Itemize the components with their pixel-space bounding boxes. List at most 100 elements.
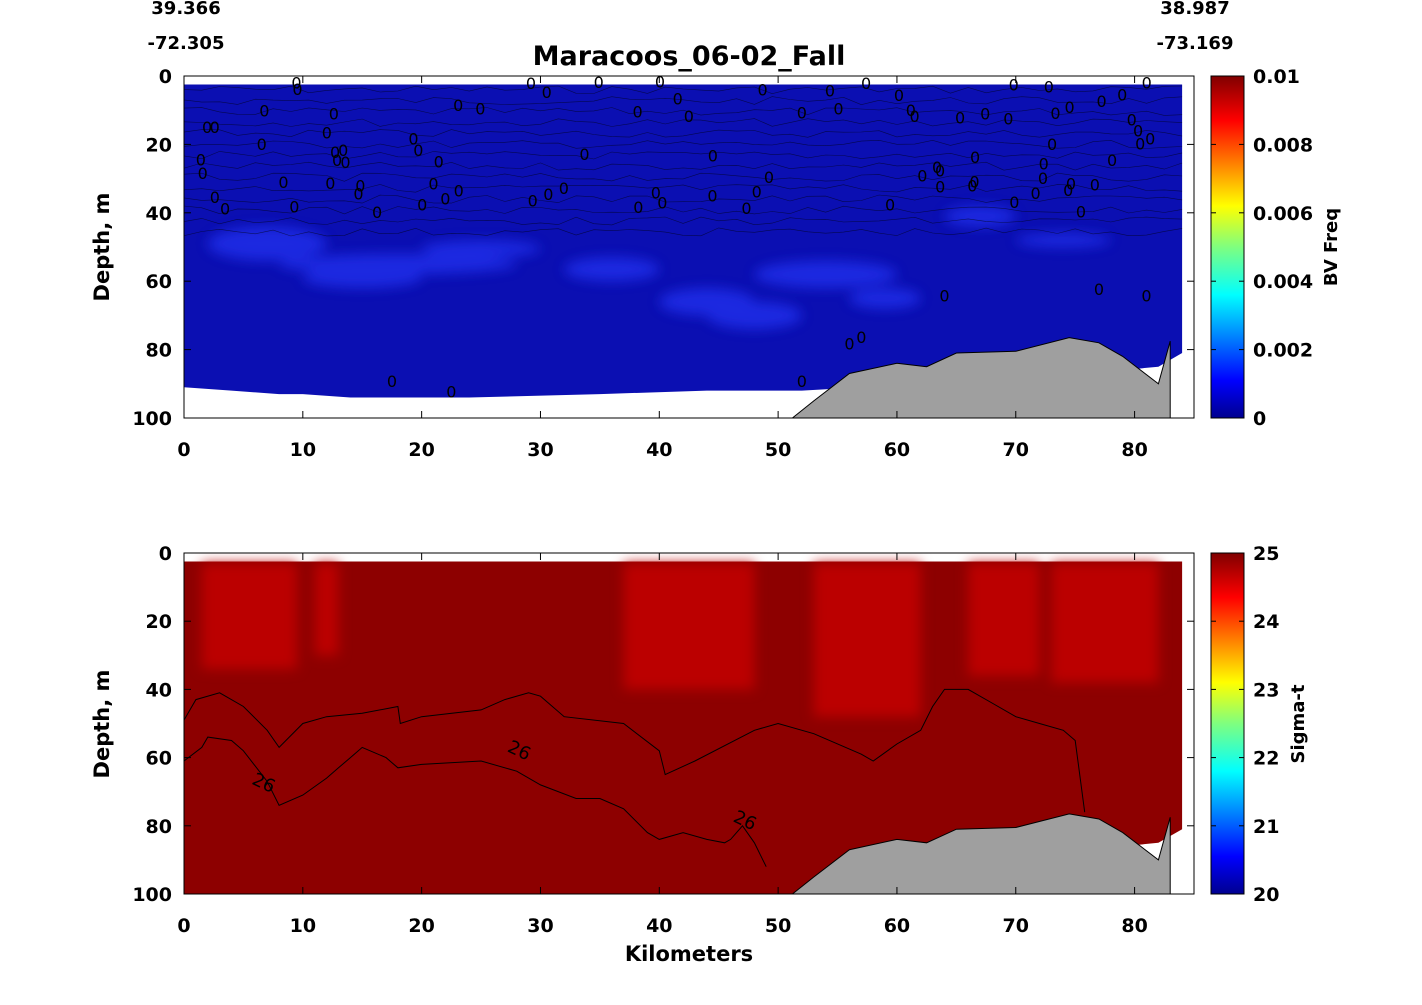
- bv-freq-contour-label: 0: [1003, 109, 1013, 128]
- sigma-t-upper-patch: [813, 563, 921, 717]
- bv-freq-contour-label: 0: [355, 177, 365, 196]
- bv-freq-contour-label: 0: [1107, 151, 1117, 170]
- bv-freq-contour-label: 0: [684, 107, 694, 126]
- bv-freq-contour-label: 0: [1039, 154, 1049, 173]
- bv-freq-contour-line: [184, 161, 1183, 171]
- bv-freq-contour-label: 0: [475, 99, 485, 118]
- colorbar-tick-label: 0: [1253, 408, 1266, 430]
- bv-freq-contour-line: [184, 129, 1183, 138]
- y-tick-label: 80: [146, 816, 172, 838]
- y-tick-label: 100: [132, 408, 172, 430]
- x-tick-label: 30: [527, 439, 553, 461]
- x-tick-label: 40: [646, 915, 672, 937]
- bv-freq-contour-label: 0: [758, 81, 768, 100]
- bv-freq-contour-label: 0: [446, 382, 456, 401]
- bv-freq-highlight: [944, 205, 1016, 227]
- bv-freq-contour-label: 0: [969, 172, 979, 191]
- y-tick-label: 20: [146, 611, 172, 633]
- bv-freq-contour-label: 0: [939, 287, 949, 306]
- colorbar-tick-label: 0.004: [1253, 271, 1313, 293]
- x-axis-label: Kilometers: [625, 942, 753, 966]
- bv-freq-contour-label: 0: [967, 176, 977, 195]
- sigma-t-upper-patch: [968, 563, 1040, 676]
- bv-freq-contour-label: 0: [657, 194, 667, 213]
- bv-freq-contour-label: 0: [387, 372, 397, 391]
- bv-freq-contour-label: 0: [210, 118, 220, 137]
- bv-freq-contour-label: 0: [257, 135, 267, 154]
- bv-freq-contour-label: 0: [291, 73, 301, 92]
- end-longitude: -73.169: [1157, 33, 1234, 54]
- bv-freq-contour-label: 0: [673, 90, 683, 109]
- sigma-t-upper-patch: [314, 563, 339, 656]
- bv-freq-contour-line: [184, 107, 1183, 116]
- bv-freq-contour-label: 0: [322, 124, 332, 143]
- bv-freq-contour-label: 0: [289, 197, 299, 216]
- sigma-t-dense-layer: [184, 689, 1085, 894]
- colorbar-tick-label: 20: [1253, 884, 1279, 906]
- x-tick-label: 0: [177, 439, 190, 461]
- y-tick-label: 40: [146, 679, 172, 701]
- colorbar-tick-label: 0.006: [1253, 203, 1313, 225]
- x-tick-label: 10: [290, 439, 316, 461]
- bv-freq-contour-label: 0: [1117, 86, 1127, 105]
- bv-freq-contour-label: 0: [1090, 176, 1100, 195]
- bv-freq-contour-label: 0: [797, 104, 807, 123]
- bv-freq-contour-label: 0: [1009, 76, 1019, 95]
- bv-freq-contour-label: 0: [1141, 287, 1151, 306]
- bv-freq-contour-line: [184, 118, 1183, 127]
- y-tick-label: 40: [146, 203, 172, 225]
- bv-freq-y-ticks: 0 20 40 60 80 100: [132, 66, 1194, 430]
- bv-freq-highlight: [706, 301, 802, 330]
- y-tick-label: 20: [146, 134, 172, 156]
- bv-freq-contour-label: 0: [1038, 169, 1048, 188]
- bv-freq-contour-label: 0: [1135, 134, 1145, 153]
- bv-freq-contour-label: 0: [338, 141, 348, 160]
- x-tick-label: 50: [765, 915, 791, 937]
- bv-freq-contour-label: 0: [417, 195, 427, 214]
- x-tick-label: 60: [884, 439, 910, 461]
- end-latitude: 38.987: [1160, 0, 1229, 19]
- bv-freq-contour-label: 0: [1009, 193, 1019, 212]
- start-longitude: -72.305: [148, 33, 225, 54]
- colorbar-tick-label: 25: [1253, 543, 1279, 565]
- bv-freq-contour-label: 0: [708, 146, 718, 165]
- bv-freq-contour-label: 0: [764, 168, 774, 187]
- bv-freq-contour-label: 0: [1063, 181, 1073, 200]
- sigma-t-axes-frame: [183, 552, 1195, 895]
- bv-freq-contour-label: 0: [332, 151, 342, 170]
- x-tick-label: 10: [290, 915, 316, 937]
- bv-freq-contour-label: 0: [856, 328, 866, 347]
- y-tick-label: 60: [146, 271, 172, 293]
- start-latitude: 39.366: [151, 0, 220, 19]
- bv-freq-contour-label: 0: [528, 192, 538, 211]
- x-tick-label: 50: [765, 439, 791, 461]
- bv-freq-contour-line: [184, 151, 1183, 160]
- bv-freq-contour-label: 0: [844, 335, 854, 354]
- bv-freq-contour-label: 0: [1133, 121, 1143, 140]
- x-tick-label: 70: [1003, 915, 1029, 937]
- sigma-t-upper-patch: [623, 563, 755, 690]
- bv-freq-contour-label: 0: [408, 129, 418, 148]
- bv-freq-contour-label: 0: [259, 102, 269, 121]
- bv-freq-contour-label: 0: [1047, 135, 1057, 154]
- bv-freq-contour-label: 0: [210, 188, 220, 207]
- y-tick-label: 80: [146, 340, 172, 362]
- bv-freq-y-axis-label: Depth, m: [90, 193, 114, 302]
- bv-freq-contour-label: 0: [1066, 174, 1076, 193]
- bv-freq-contour-label: 0: [434, 152, 444, 171]
- bv-freq-contour-label: 0: [543, 185, 553, 204]
- bv-freq-contour-label: 0: [651, 183, 661, 202]
- bv-freq-contour-label: 0: [340, 153, 350, 172]
- x-tick-label: 0: [177, 915, 190, 937]
- x-tick-label: 60: [884, 915, 910, 937]
- x-tick-label: 30: [527, 915, 553, 937]
- bv-freq-contour-label: 0: [542, 83, 552, 102]
- chart-title: Maracoos_06-02_Fall: [533, 41, 846, 72]
- x-tick-label: 80: [1121, 439, 1147, 461]
- x-tick-label: 40: [646, 439, 672, 461]
- bv-freq-highlight: [302, 267, 422, 289]
- bv-freq-contour-label: 0: [196, 150, 206, 169]
